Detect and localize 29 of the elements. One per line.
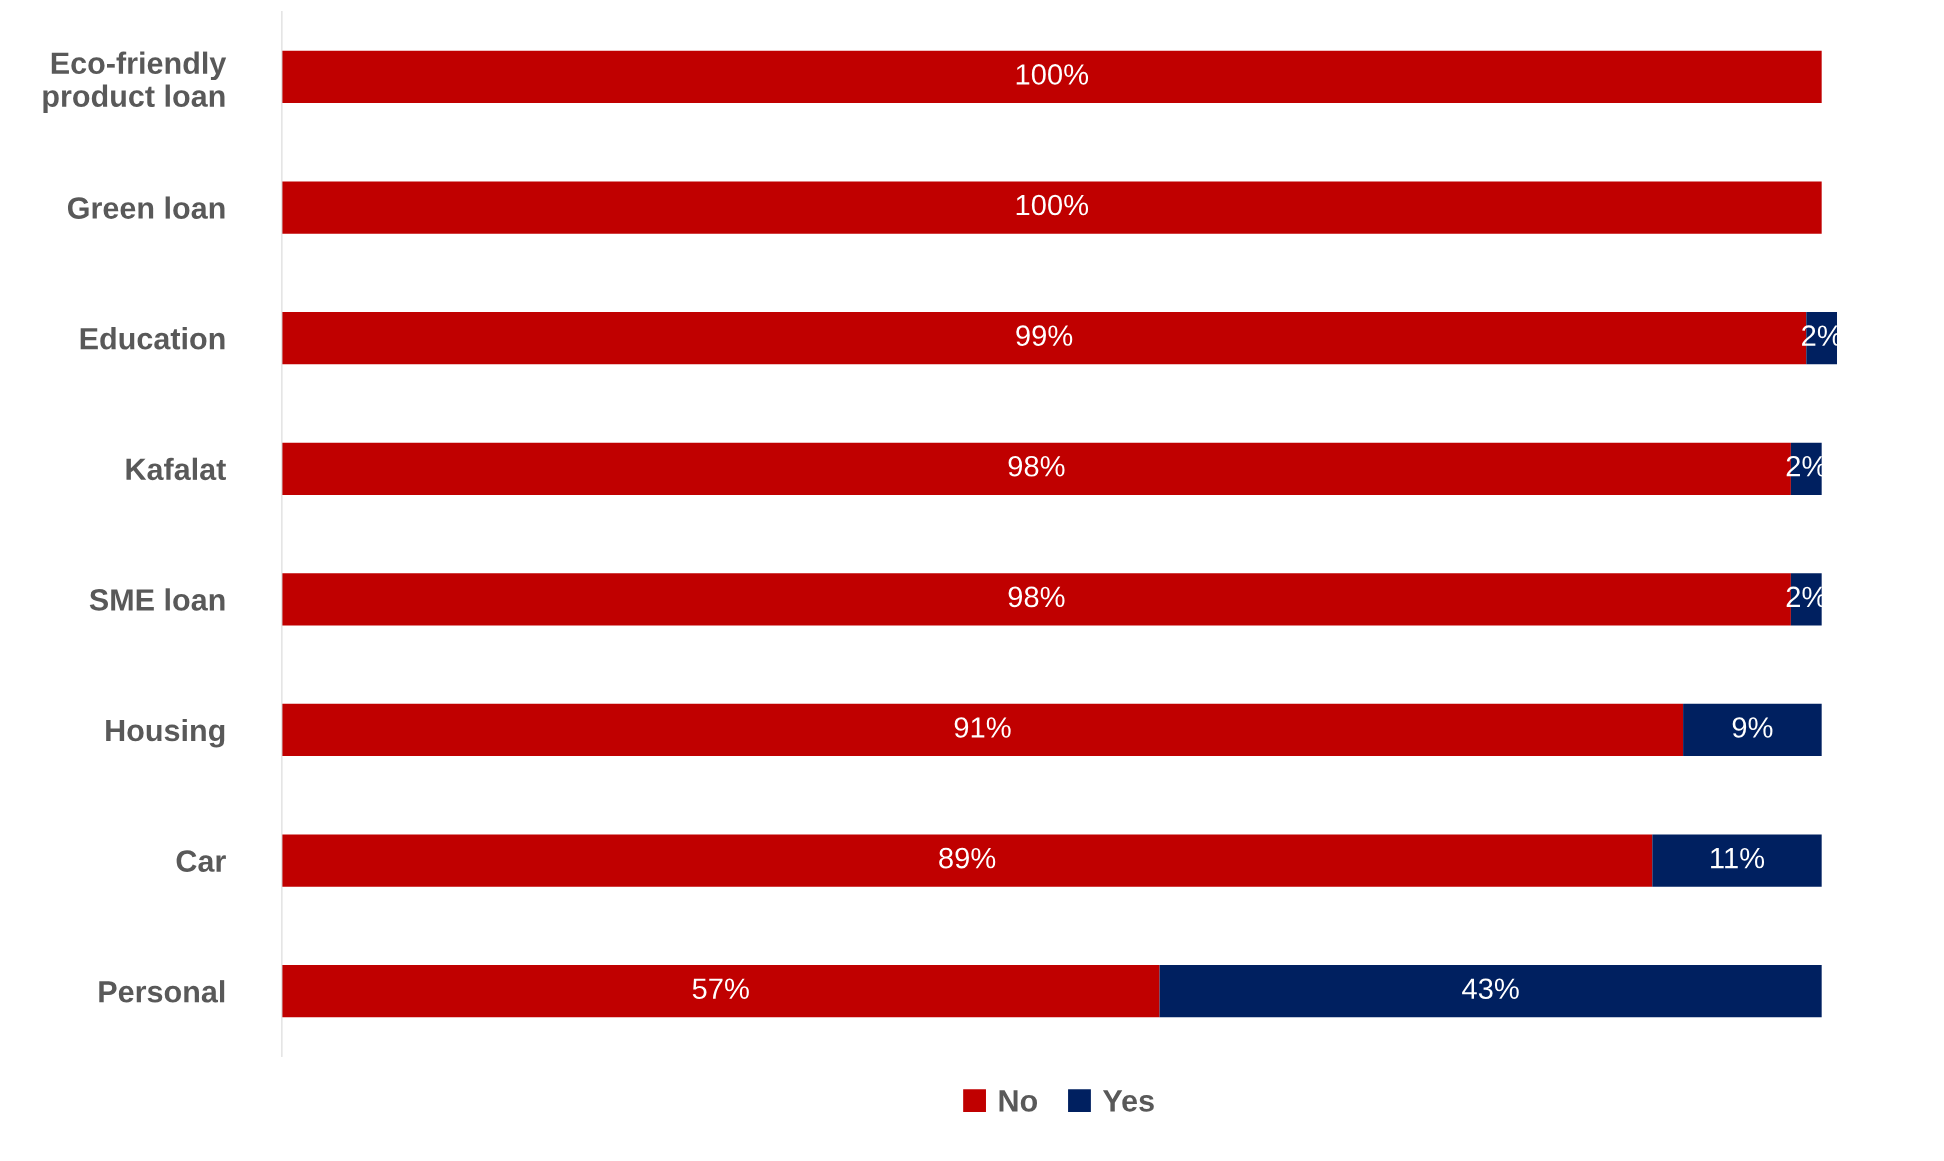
y-tick-label: Kafalat [126, 457, 226, 481]
bar [281, 834, 1653, 887]
bar [281, 50, 1822, 104]
y-tick-label: Green loan [67, 196, 225, 219]
y-tick-label: Car [176, 850, 226, 872]
legend-label: Yes [1102, 1090, 1154, 1112]
bar [1683, 703, 1822, 757]
y-tick-label: SME loan [89, 588, 225, 611]
bar [281, 181, 1822, 234]
y-tick-label: Eco-friendly product loan [43, 51, 227, 113]
data-label: 98% [1008, 455, 1065, 477]
data-label: 11% [1711, 847, 1765, 869]
bar [1159, 965, 1822, 1018]
data-label: 98% [1008, 586, 1065, 608]
bar [1652, 834, 1822, 887]
y-tick-label: Education [80, 327, 225, 350]
bar [281, 703, 1684, 757]
data-label: 89% [939, 847, 996, 869]
legend-label: No [999, 1090, 1038, 1112]
data-label: 43% [1462, 978, 1519, 1000]
y-tick-label: Housing [106, 718, 225, 748]
data-label: 100% [1016, 194, 1089, 216]
data-label: 99% [1016, 325, 1073, 346]
data-label: 9% [1732, 717, 1773, 738]
bar [281, 965, 1160, 1018]
data-label: 100% [1016, 64, 1089, 85]
data-label: 57% [692, 978, 749, 1000]
data-label: 91% [954, 717, 1011, 738]
y-tick-label: Personal [99, 980, 225, 1003]
